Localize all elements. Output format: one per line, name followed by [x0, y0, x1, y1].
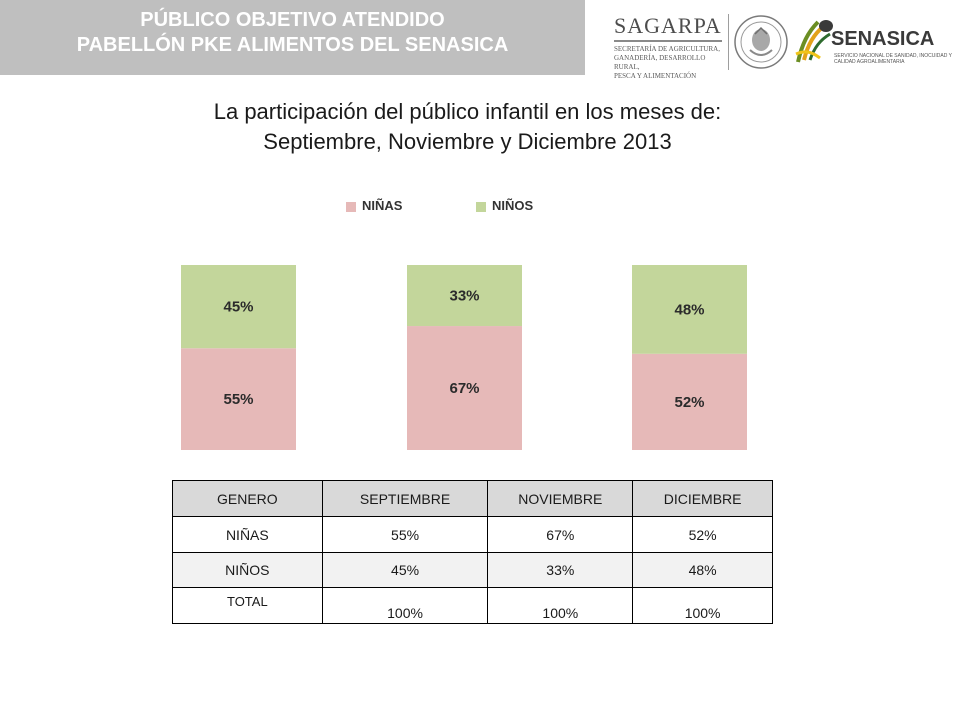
- bar-data-label: 67%: [449, 380, 479, 397]
- banner-title-line2: PABELLÓN PKE ALIMENTOS DEL SENASICA: [76, 34, 509, 56]
- sagarpa-logo: SAGARPA SECRETARÍA DE AGRICULTURA, GANAD…: [614, 14, 726, 81]
- legend-label-ninas: NIÑAS: [362, 198, 403, 213]
- table-row: NIÑOS 45% 33% 48%: [172, 552, 773, 588]
- table-cell: 33%: [487, 552, 634, 588]
- table-cell: 67%: [487, 516, 634, 553]
- table-header-row: GENERO SEPTIEMBRE NOVIEMBRE DICIEMBRE: [172, 480, 773, 517]
- bar-segment-ninos-diciembre: [632, 265, 747, 354]
- table-header-cell: SEPTIEMBRE: [322, 480, 489, 517]
- table-cell: 100%: [322, 587, 489, 624]
- table-row: TOTAL 100% 100% 100%: [172, 587, 773, 624]
- bar-segment-ninas-septiembre: [181, 348, 296, 450]
- title-line2: Septiembre, Noviembre y Diciembre 2013: [263, 129, 672, 154]
- table-cell: 55%: [322, 516, 489, 553]
- data-table: GENERO SEPTIEMBRE NOVIEMBRE DICIEMBRE NI…: [172, 480, 773, 624]
- sagarpa-subtitle-3: PESCA Y ALIMENTACIÓN: [614, 72, 697, 80]
- sagarpa-rule: [614, 40, 722, 42]
- legend-swatch-ninos: [476, 202, 486, 212]
- table-header-cell: NOVIEMBRE: [487, 480, 634, 517]
- table-cell: 52%: [632, 516, 773, 553]
- table-row: NIÑAS 55% 67% 52%: [172, 516, 773, 553]
- senasica-corn-icon: [795, 20, 833, 63]
- logo-divider: [728, 14, 729, 70]
- table-cell: 100%: [487, 587, 634, 624]
- bar-segment-ninos-septiembre: [181, 265, 296, 349]
- table-cell: 48%: [632, 552, 773, 588]
- table-cell: 45%: [322, 552, 489, 588]
- senasica-name: SENASICA: [831, 28, 935, 50]
- table-header-cell: GENERO: [172, 480, 323, 517]
- sagarpa-name: SAGARPA: [614, 13, 722, 38]
- table-cell: TOTAL: [172, 587, 323, 624]
- legend-swatch-ninas: [346, 202, 356, 212]
- bar-data-label: 48%: [674, 301, 704, 318]
- logos-area: SAGARPA SECRETARÍA DE AGRICULTURA, GANAD…: [596, 8, 960, 80]
- page-title: La participación del público infantil en…: [0, 97, 935, 157]
- title-line1: La participación del público infantil en…: [213, 99, 722, 124]
- sagarpa-subtitle-2: GANADERÍA, DESARROLLO RURAL,: [614, 54, 706, 71]
- table-header-cell: DICIEMBRE: [632, 480, 773, 517]
- bar-data-label: 33%: [449, 288, 479, 305]
- bar-data-label: 45%: [223, 299, 253, 316]
- legend-label-ninos: NIÑOS: [492, 198, 534, 213]
- header-banner: PÚBLICO OBJETIVO ATENDIDO PABELLÓN PKE A…: [0, 0, 585, 75]
- bar-segment-ninas-diciembre: [632, 353, 747, 450]
- table-cell: NIÑOS: [172, 552, 323, 588]
- mexican-coat-of-arms-seal-icon: [734, 15, 788, 69]
- bar-data-label: 52%: [674, 394, 704, 411]
- table-cell: NIÑAS: [172, 516, 323, 553]
- bar-data-label: 55%: [223, 391, 253, 408]
- banner-title-line1: PÚBLICO OBJETIVO ATENDIDO: [140, 9, 445, 31]
- sagarpa-subtitle-1: SECRETARÍA DE AGRICULTURA,: [614, 45, 720, 53]
- bar-segment-ninos-noviembre: [407, 265, 522, 327]
- table-cell: 100%: [632, 587, 773, 624]
- senasica-subtitle: SERVICIO NACIONAL DE SANIDAD, INOCUIDAD …: [834, 53, 952, 65]
- bar-segment-ninas-noviembre: [407, 326, 522, 450]
